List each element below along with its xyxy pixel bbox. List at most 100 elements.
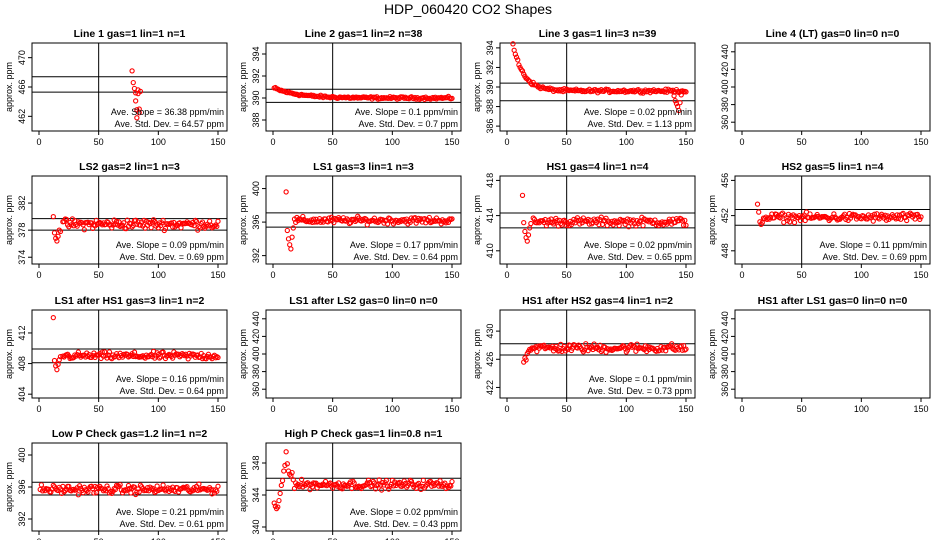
y-tick-label: 410 xyxy=(485,243,495,258)
data-point xyxy=(117,482,123,488)
data-point xyxy=(54,238,60,244)
y-tick-label: 400 xyxy=(17,447,27,462)
data-point xyxy=(300,213,306,220)
x-tick-label: 100 xyxy=(385,537,400,540)
x-tick-label: 0 xyxy=(504,404,509,414)
data-point xyxy=(683,346,689,352)
x-tick-label: 100 xyxy=(385,404,400,414)
data-point xyxy=(287,242,293,248)
data-point xyxy=(682,217,688,223)
x-tick-label: 50 xyxy=(797,270,807,280)
data-point xyxy=(192,486,198,493)
stddev-annotation: Ave. Std. Dev. = 0.69 ppm xyxy=(823,252,927,262)
data-point xyxy=(598,214,604,220)
y-tick-label: 360 xyxy=(251,382,261,397)
panel-7: HS1 gas=4 lin=1 n=4 0 50 100 150 410 414 418app… xyxy=(472,161,696,280)
data-point xyxy=(146,219,152,226)
data-point xyxy=(214,223,220,230)
stddev-annotation: Ave. Std. Dev. = 0.64 ppm xyxy=(354,252,458,262)
x-tick-label: 150 xyxy=(210,270,225,280)
data-point xyxy=(148,224,154,231)
data-point xyxy=(72,352,78,358)
data-point xyxy=(51,357,58,364)
plot-frame xyxy=(265,175,462,265)
data-point xyxy=(449,478,455,485)
y-tick-label: 378 xyxy=(17,223,27,238)
data-point xyxy=(193,218,200,225)
data-point xyxy=(642,343,649,349)
x-tick-label: 50 xyxy=(94,537,104,540)
data-point xyxy=(352,218,358,225)
data-point xyxy=(513,54,520,60)
data-point xyxy=(173,351,179,357)
data-point xyxy=(68,222,74,228)
data-point xyxy=(309,219,316,226)
data-point xyxy=(531,216,538,222)
x-tick-label: 100 xyxy=(619,270,634,280)
plot-frame xyxy=(31,175,228,265)
data-point xyxy=(384,221,391,227)
x-tick-label: 150 xyxy=(913,404,928,414)
y-tick-label: 388 xyxy=(485,99,495,114)
data-point xyxy=(118,487,124,493)
data-point xyxy=(277,490,283,497)
data-point xyxy=(288,246,294,252)
y-tick-label: 392 xyxy=(251,68,261,83)
data-point xyxy=(679,88,686,94)
y-tick-label: 408 xyxy=(17,356,27,371)
y-tick-label: 452 xyxy=(720,208,730,223)
stddev-annotation: Ave. Std. Dev. = 0.7 ppm xyxy=(359,119,458,129)
slope-annotation: Ave. Slope = 0.17 ppm/min xyxy=(350,240,458,250)
x-tick-label: 150 xyxy=(444,270,459,280)
data-point xyxy=(671,93,677,99)
panel-9: LS1 after HS1 gas=3 lin=1 n=2 0 50 100 150 40… xyxy=(4,295,228,414)
data-point xyxy=(290,477,296,483)
data-point xyxy=(54,367,60,373)
panel-title: LS2 gas=2 lin=1 n=3 xyxy=(79,161,180,173)
panel-title: Low P Check gas=1.2 lin=1 n=2 xyxy=(52,428,207,440)
data-point xyxy=(665,219,671,225)
x-tick-label: 150 xyxy=(210,537,225,540)
data-point xyxy=(596,222,602,228)
panel-title: Line 4 (LT) gas=0 lin=0 n=0 xyxy=(766,28,900,40)
y-tick-label: 420 xyxy=(720,329,730,344)
data-point xyxy=(212,222,219,228)
data-point xyxy=(616,222,622,229)
data-point xyxy=(284,461,290,467)
data-point xyxy=(156,355,163,361)
x-tick-label: 0 xyxy=(739,137,744,147)
y-tick-label: 440 xyxy=(720,44,730,59)
y-tick-label: 390 xyxy=(251,90,261,105)
x-tick-label: 150 xyxy=(913,270,928,280)
x-tick-label: 50 xyxy=(797,404,807,414)
data-point xyxy=(156,220,163,226)
data-point xyxy=(121,220,127,226)
data-point xyxy=(661,89,668,95)
data-point xyxy=(288,473,294,479)
y-axis-label: approx. ppm xyxy=(707,329,717,379)
data-point xyxy=(558,341,564,348)
x-tick-label: 100 xyxy=(151,537,166,540)
y-tick-label: 430 xyxy=(485,324,495,339)
x-tick-label: 150 xyxy=(913,137,928,147)
data-point xyxy=(57,354,64,360)
data-point xyxy=(170,484,176,490)
y-tick-label: 470 xyxy=(17,50,27,65)
data-point xyxy=(48,489,54,495)
data-point xyxy=(196,481,202,487)
y-tick-label: 380 xyxy=(720,364,730,379)
y-tick-label: 390 xyxy=(485,79,495,94)
slope-annotation: Ave. Slope = 0.11 ppm/min xyxy=(820,240,927,250)
data-point xyxy=(569,219,576,225)
x-tick-label: 100 xyxy=(151,404,166,414)
y-tick-label: 386 xyxy=(485,119,495,134)
slope-annotation: Ave. Slope = 0.09 ppm/min xyxy=(116,240,224,250)
data-point xyxy=(538,85,545,91)
data-point xyxy=(284,227,290,234)
panel-title: Line 1 gas=1 lin=1 n=1 xyxy=(74,28,186,40)
stddev-annotation: Ave. Std. Dev. = 0.69 ppm xyxy=(120,252,224,262)
data-point xyxy=(143,487,150,494)
y-tick-label: 400 xyxy=(720,346,730,361)
stddev-annotation: Ave. Std. Dev. = 0.65 ppm xyxy=(588,252,692,262)
y-tick-label: 456 xyxy=(720,173,730,188)
